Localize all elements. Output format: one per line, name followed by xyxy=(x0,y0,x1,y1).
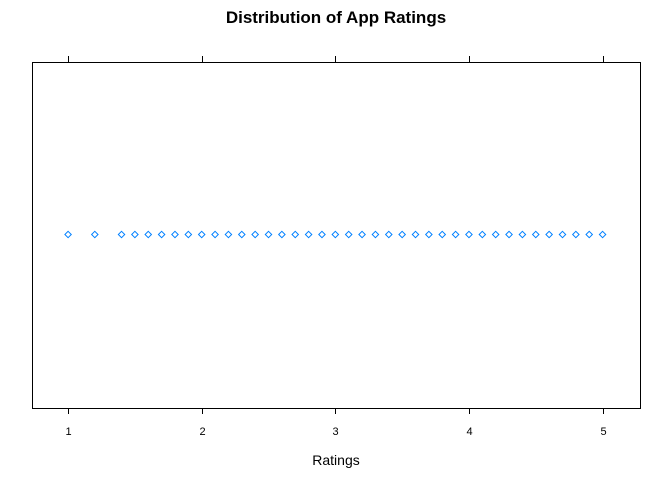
data-point xyxy=(344,230,353,239)
data-point xyxy=(598,230,607,239)
data-point xyxy=(478,230,487,239)
data-point xyxy=(331,230,340,239)
data-point xyxy=(117,230,126,239)
data-point xyxy=(64,230,72,239)
data-point xyxy=(130,230,139,239)
data-point xyxy=(531,230,540,239)
plot-frame xyxy=(32,62,641,409)
bottom-axis-ticks xyxy=(68,408,604,414)
data-point xyxy=(545,230,554,239)
data-point xyxy=(585,230,594,239)
x-axis-label: Ratings xyxy=(312,452,359,468)
data-point xyxy=(251,230,260,239)
x-tick-label: 1 xyxy=(65,426,71,438)
data-point xyxy=(411,230,420,239)
data-point xyxy=(371,230,380,239)
data-point xyxy=(491,230,500,239)
data-point xyxy=(398,230,407,239)
data-point xyxy=(291,230,300,239)
data-point xyxy=(518,230,527,239)
data-point xyxy=(451,230,460,239)
data-point xyxy=(184,230,193,239)
data-point xyxy=(264,230,273,239)
data-point xyxy=(558,230,567,239)
data-point xyxy=(157,230,166,239)
x-tick-label: 2 xyxy=(199,426,205,438)
data-point xyxy=(144,230,153,239)
chart-title: Distribution of App Ratings xyxy=(226,8,446,27)
data-point xyxy=(505,230,513,239)
data-point xyxy=(384,230,393,239)
x-axis-tick-labels: 1 2 3 4 5 xyxy=(65,426,606,438)
data-point xyxy=(438,230,447,239)
data-point xyxy=(304,230,313,239)
data-point xyxy=(358,230,366,239)
data-point xyxy=(171,230,179,239)
x-tick-label: 4 xyxy=(466,426,472,438)
data-point xyxy=(318,230,326,239)
x-tick-label: 3 xyxy=(332,426,338,438)
top-axis-ticks xyxy=(68,56,604,62)
data-point xyxy=(90,230,99,239)
data-point xyxy=(277,230,286,239)
data-point xyxy=(224,230,233,239)
x-tick-label: 5 xyxy=(600,426,606,438)
data-point xyxy=(211,230,219,239)
data-point xyxy=(424,230,433,239)
data-point xyxy=(571,230,580,239)
data-point xyxy=(197,230,206,239)
data-points xyxy=(64,230,607,239)
data-point xyxy=(237,230,246,239)
data-point xyxy=(465,230,473,239)
